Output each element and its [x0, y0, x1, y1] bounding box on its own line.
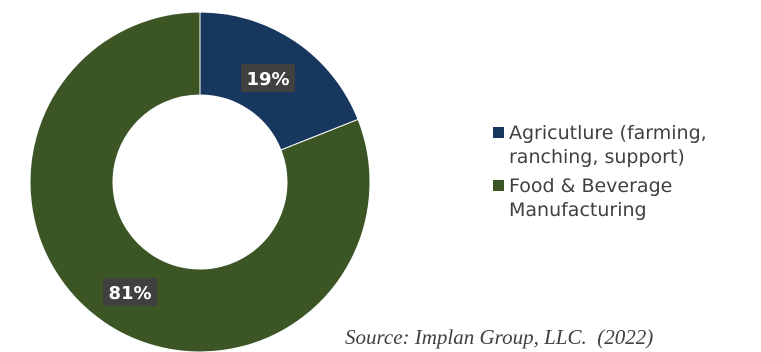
legend-label-agriculture-line2: ranching, support)	[509, 146, 685, 168]
legend-label-food-beverage-line1: Food & Beverage	[509, 175, 673, 197]
legend-swatch-food-beverage	[493, 180, 504, 191]
legend-label-agriculture-line1: Agricutlure (farming,	[509, 122, 707, 144]
data-label-agriculture: 19%	[246, 69, 289, 90]
pie-slice-food-beverage	[29, 11, 371, 352]
legend-item-food-beverage: Food & Beverage Manufacturing	[493, 174, 755, 222]
data-label-box-agriculture	[241, 64, 295, 92]
legend-item-agriculture: Agricutlure (farming, ranching, support)	[493, 121, 755, 169]
source-note: Source: Implan Group, LLC. (2022)	[345, 325, 654, 349]
donut-chart: 19% 81%	[29, 11, 371, 352]
data-label-food-beverage: 81%	[108, 283, 151, 304]
legend-label-food-beverage: Food & Beverage Manufacturing	[509, 174, 672, 222]
legend-swatch-agriculture	[493, 127, 504, 138]
legend-label-agriculture: Agricutlure (farming, ranching, support)	[509, 121, 707, 169]
legend-label-food-beverage-line2: Manufacturing	[509, 199, 647, 221]
chart-legend: Agricutlure (farming, ranching, support)…	[493, 121, 755, 227]
data-label-box-food-beverage	[103, 278, 157, 306]
